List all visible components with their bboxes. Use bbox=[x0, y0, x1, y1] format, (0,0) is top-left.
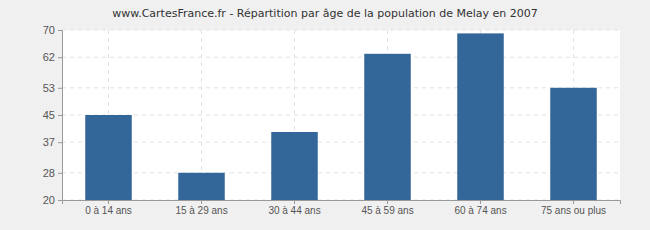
bar bbox=[364, 54, 411, 200]
x-tick-label: 45 à 59 ans bbox=[361, 205, 413, 216]
bar bbox=[178, 173, 225, 200]
bar bbox=[271, 132, 318, 200]
bar bbox=[550, 88, 597, 200]
x-tick-mark bbox=[294, 200, 295, 204]
grid bbox=[62, 30, 620, 200]
y-tick: 20 bbox=[43, 194, 62, 206]
y-tick-mark bbox=[58, 173, 62, 174]
x-tick: 30 à 44 ans bbox=[268, 200, 320, 216]
y-axis-line bbox=[58, 31, 63, 201]
x-tick-label: 15 à 29 ans bbox=[175, 205, 227, 216]
bar bbox=[85, 115, 132, 200]
y-tick: 53 bbox=[43, 82, 62, 94]
grid-x bbox=[109, 30, 574, 200]
x-tick-label: 0 à 14 ans bbox=[85, 205, 132, 216]
y-tick-label: 45 bbox=[43, 109, 55, 121]
grid-line bbox=[62, 115, 620, 116]
x-tick-mark bbox=[480, 200, 481, 204]
x-tick: 75 ans ou plus bbox=[541, 200, 606, 216]
chart: www.CartesFrance.fr - Répartition par âg… bbox=[0, 0, 650, 230]
y-tick-label: 62 bbox=[43, 51, 55, 63]
plot: 20 28 37 45 53 62 70 0 à 14 ans 15 à 29 ans 30 à … bbox=[43, 24, 621, 216]
y-tick-label: 53 bbox=[43, 82, 55, 94]
y-tick: 70 bbox=[43, 24, 62, 36]
x-tick-mark bbox=[573, 200, 574, 204]
y-tick-label: 70 bbox=[43, 24, 55, 36]
y-tick-mark bbox=[58, 30, 62, 31]
y-tick-mark bbox=[58, 142, 62, 143]
y-tick: 28 bbox=[43, 167, 62, 179]
x-tick: 15 à 29 ans bbox=[175, 200, 227, 216]
x-tick: 45 à 59 ans bbox=[361, 200, 413, 216]
x-tick-mark bbox=[201, 200, 202, 204]
y-tick-mark bbox=[58, 115, 62, 116]
y-tick-mark bbox=[58, 88, 62, 89]
background bbox=[0, 0, 650, 230]
x-axis-line bbox=[63, 201, 621, 205]
x-tick-label: 30 à 44 ans bbox=[268, 205, 320, 216]
y-tick-label: 37 bbox=[43, 136, 55, 148]
x-tick: 0 à 14 ans bbox=[85, 200, 132, 216]
grid-line bbox=[62, 142, 620, 143]
plot-area bbox=[62, 30, 620, 200]
y-tick-label: 28 bbox=[43, 167, 55, 179]
x-tick: 60 à 74 ans bbox=[454, 200, 506, 216]
x-tick-mark bbox=[387, 200, 388, 204]
grid-line bbox=[62, 57, 620, 58]
grid-line bbox=[62, 87, 620, 88]
y-axis: 20 28 37 45 53 62 70 bbox=[43, 24, 63, 206]
y-tick-label: 20 bbox=[43, 194, 55, 206]
x-axis: 0 à 14 ans 15 à 29 ans 30 à 44 ans 45 à 59 … bbox=[63, 200, 621, 216]
y-tick: 62 bbox=[43, 51, 62, 63]
y-tick-mark bbox=[58, 57, 62, 58]
x-tick-label: 60 à 74 ans bbox=[454, 205, 506, 216]
y-tick: 37 bbox=[43, 136, 62, 148]
bars bbox=[85, 33, 597, 200]
x-tick-label: 75 ans ou plus bbox=[541, 205, 606, 216]
x-tick-mark bbox=[108, 200, 109, 204]
bar bbox=[457, 33, 504, 200]
y-tick: 45 bbox=[43, 109, 62, 121]
y-tick-mark bbox=[58, 200, 62, 201]
grid-line bbox=[62, 172, 620, 173]
title: www.CartesFrance.fr - Répartition par âg… bbox=[112, 7, 538, 20]
grid-line bbox=[62, 30, 620, 31]
